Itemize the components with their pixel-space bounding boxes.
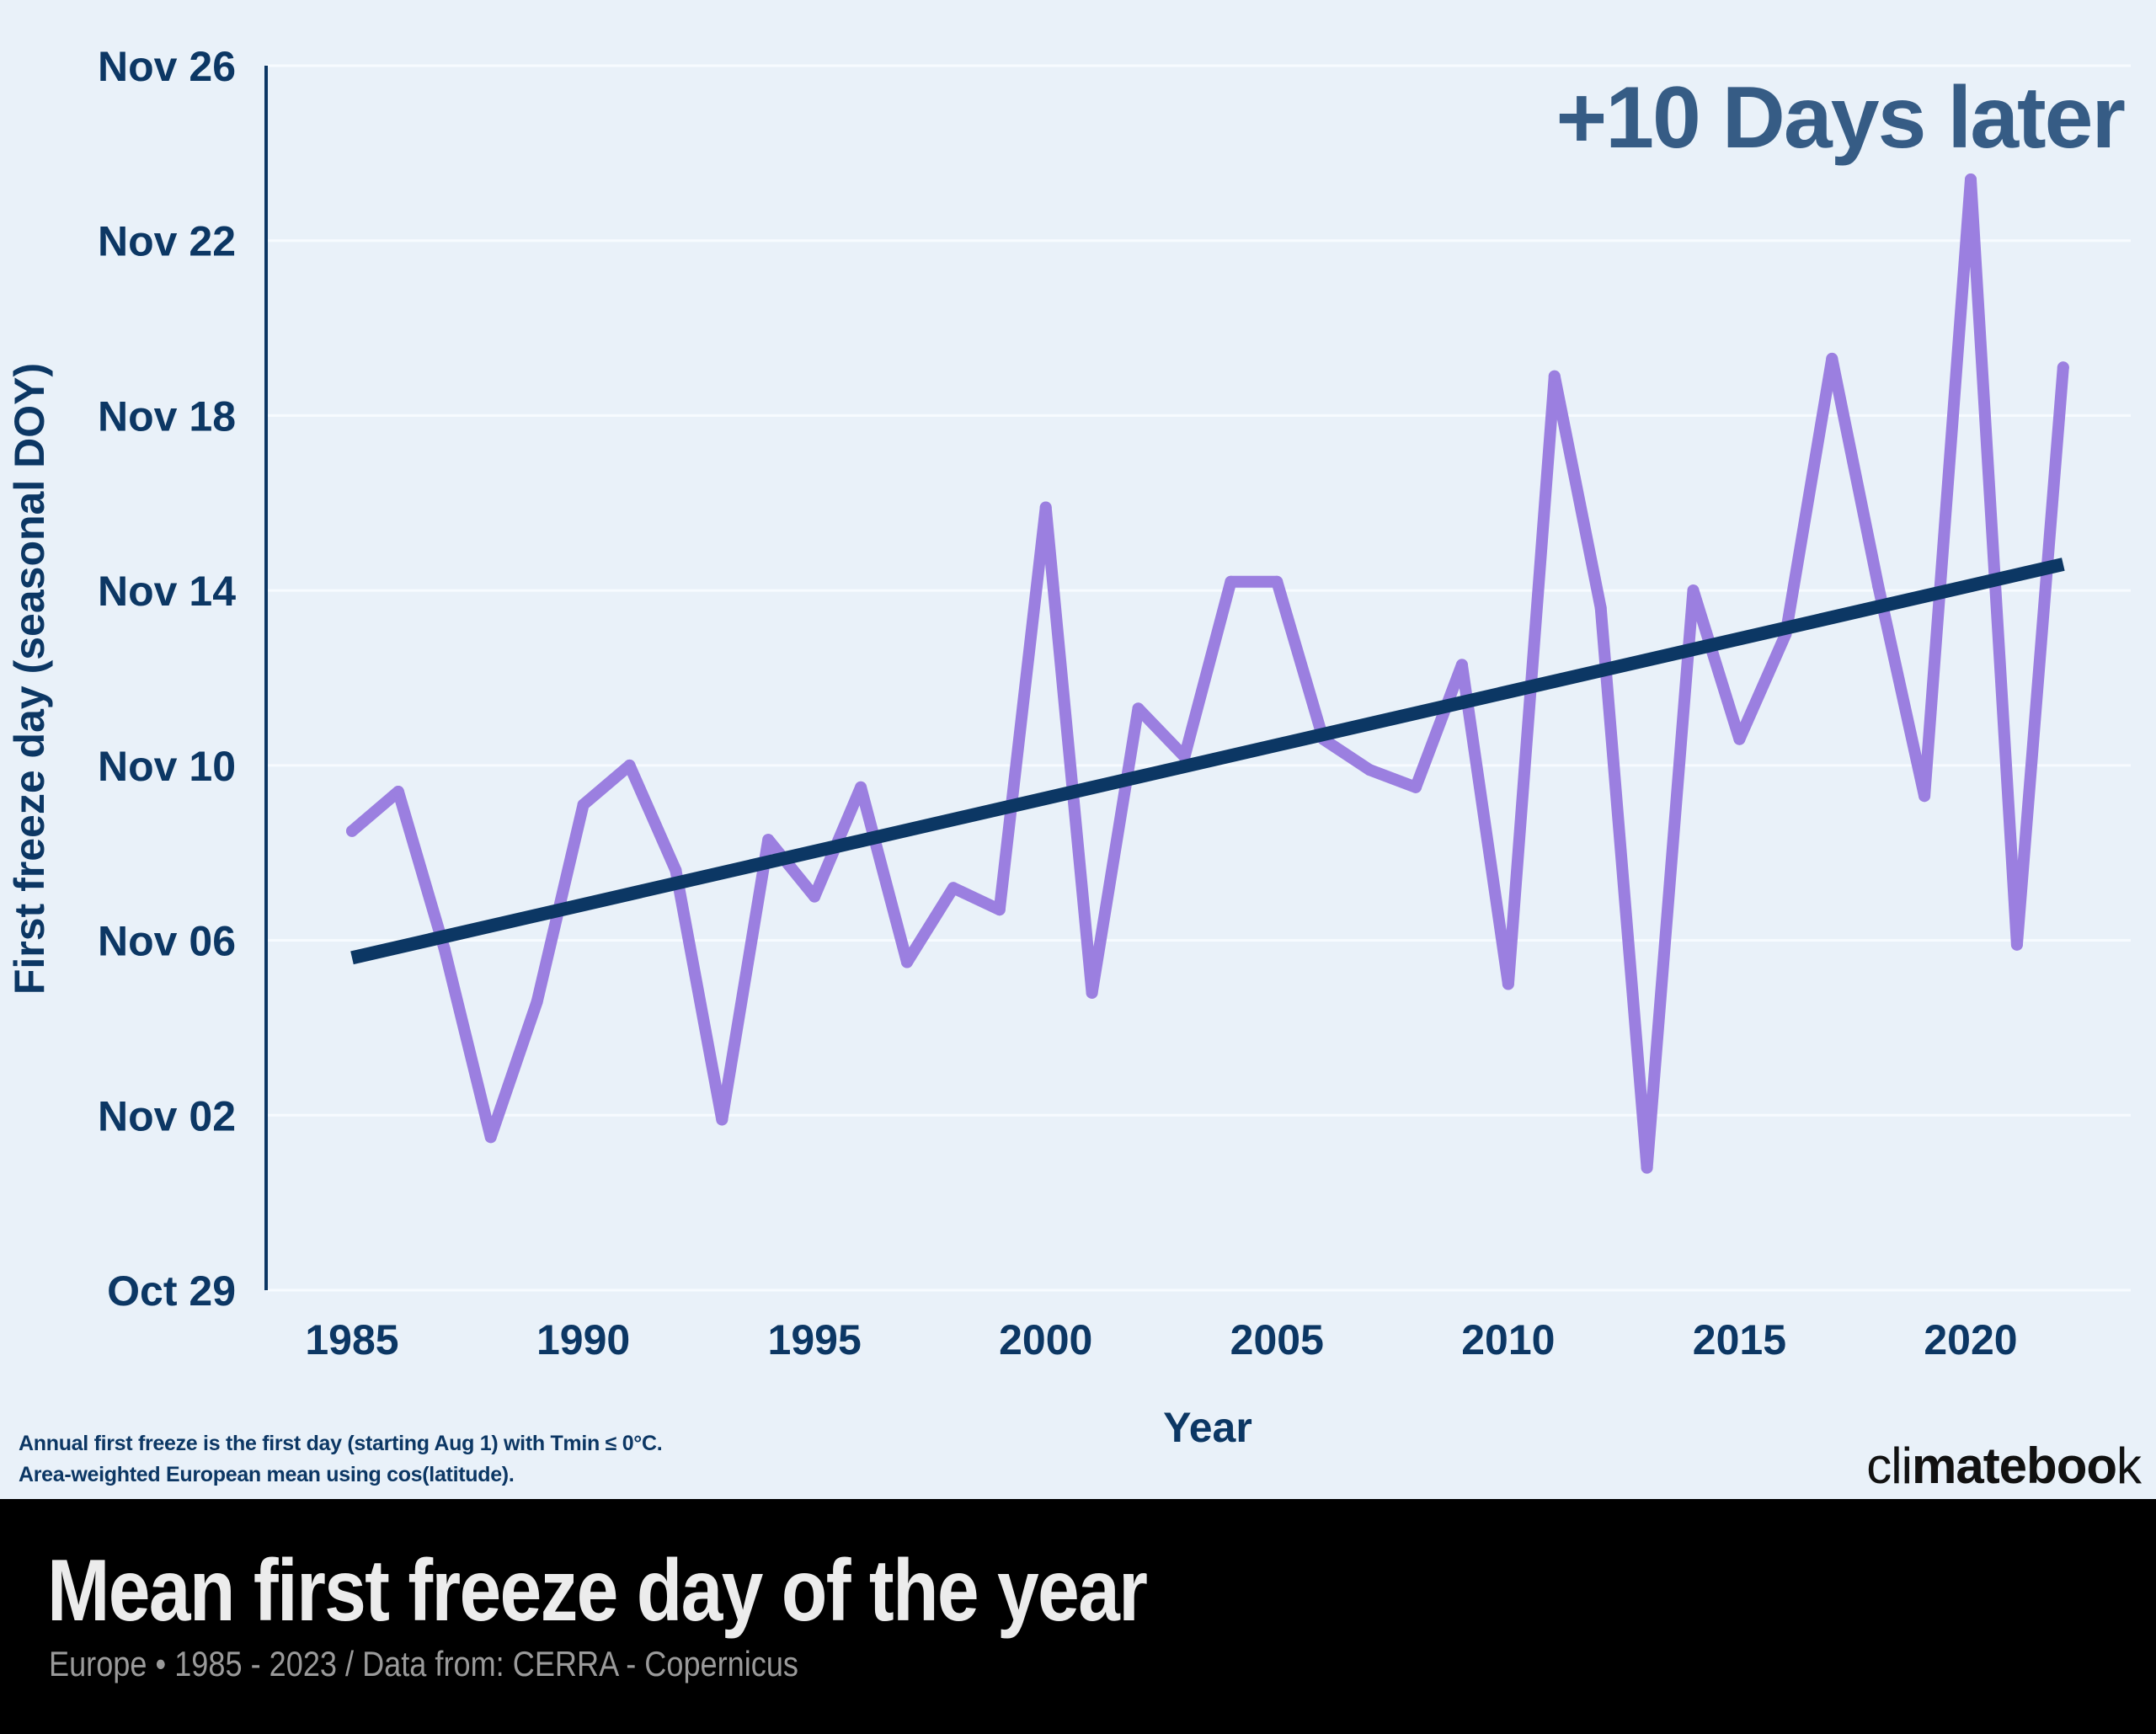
data-point-1997 (900, 956, 913, 968)
footnote: Annual first freeze is the first day (st… (19, 1428, 663, 1491)
y-tick-label: Nov 10 (98, 743, 236, 790)
data-point-2008 (1410, 781, 1422, 793)
data-point-1989 (531, 995, 543, 1008)
y-tick-label: Nov 26 (98, 43, 236, 90)
data-point-2013 (1641, 1161, 1653, 1174)
y-tick-label: Nov 02 (98, 1092, 236, 1139)
data-point-2004 (1225, 575, 1237, 588)
y-axis-title: First freeze day (seasonal DOY) (6, 363, 53, 995)
data-point-2019 (1919, 790, 1931, 803)
data-point-2002 (1132, 702, 1145, 715)
y-tick-label: Nov 14 (98, 568, 236, 615)
data-point-2014 (1687, 584, 1700, 597)
trend-line (350, 558, 2065, 965)
data-point-2012 (1594, 601, 1607, 614)
x-tick-label: 2005 (1230, 1316, 1324, 1363)
data-point-2022 (2057, 361, 2069, 374)
data-point-1993 (716, 1113, 728, 1126)
data-point-1990 (577, 798, 590, 811)
y-tick-label: Oct 29 (107, 1267, 236, 1315)
data-point-2017 (1826, 352, 1838, 365)
data-point-1991 (623, 759, 636, 771)
climatebook-logo: climatebook (1866, 1437, 2142, 1495)
chart-title: Mean first freeze day of the year (47, 1542, 1148, 1640)
x-tick-label: 2000 (999, 1316, 1092, 1363)
x-tick-label: 2015 (1693, 1316, 1786, 1363)
data-point-1994 (762, 834, 775, 846)
footnote-line-1: Annual first freeze is the first day (st… (19, 1432, 663, 1455)
logo-part-bold: mateboo (1911, 1438, 2117, 1494)
x-tick-label: 1990 (536, 1316, 630, 1363)
chart-subtitle: Europe • 1985 - 2023 / Data from: CERRA … (49, 1644, 798, 1683)
data-point-2010 (1502, 978, 1514, 990)
data-point-1985 (346, 824, 358, 837)
data-point-2021 (2010, 938, 2023, 951)
data-point-2005 (1271, 575, 1283, 588)
annotation-days-later: +10 Days later (1556, 69, 2124, 167)
data-point-2000 (1039, 501, 1052, 514)
x-tick-label: 1995 (768, 1316, 862, 1363)
data-point-1992 (670, 864, 682, 877)
data-point-2020 (1965, 173, 1977, 186)
y-tick-label: Nov 18 (98, 392, 236, 440)
x-tick-labels: 1985 1990 1995 2000 2005 2010 2015 2020 (305, 1316, 2017, 1363)
data-point-1986 (392, 786, 404, 798)
data-point-2009 (1455, 659, 1468, 671)
title-banner: Mean first freeze day of the year Europe… (0, 1499, 2156, 1734)
footnote-line-2: Area-weighted European mean using cos(la… (19, 1463, 515, 1486)
data-point-1999 (993, 904, 1006, 916)
data-point-2015 (1733, 733, 1746, 745)
x-axis-title: Year (1163, 1404, 1252, 1451)
data-point-2007 (1364, 764, 1376, 776)
x-tick-label: 2020 (1924, 1316, 2017, 1363)
data-point-1995 (808, 890, 821, 903)
data-point-2011 (1548, 370, 1561, 382)
data-point-1996 (855, 781, 867, 793)
data-point-2018 (1872, 579, 1885, 592)
data-point-2001 (1086, 986, 1098, 999)
y-tick-labels: Nov 26 Nov 22 Nov 18 Nov 14 Nov 10 Nov 06 Nov … (98, 43, 236, 1315)
x-tick-label: 1985 (305, 1316, 398, 1363)
series-line-first-freeze (346, 173, 2069, 1174)
x-tick-label: 2010 (1461, 1316, 1555, 1363)
logo-part-light: cli (1866, 1438, 1913, 1494)
grid-lines (266, 64, 2131, 1292)
data-points (346, 173, 2069, 1174)
y-tick-label: Nov 06 (98, 918, 236, 965)
y-tick-label: Nov 22 (98, 218, 236, 265)
data-point-1988 (484, 1131, 497, 1144)
logo-part-tail: k (2116, 1438, 2142, 1494)
data-point-1987 (438, 942, 451, 955)
data-point-1998 (947, 882, 959, 894)
chart: Nov 26 Nov 22 Nov 18 Nov 14 Nov 10 Nov 06 Nov … (6, 43, 2131, 1451)
